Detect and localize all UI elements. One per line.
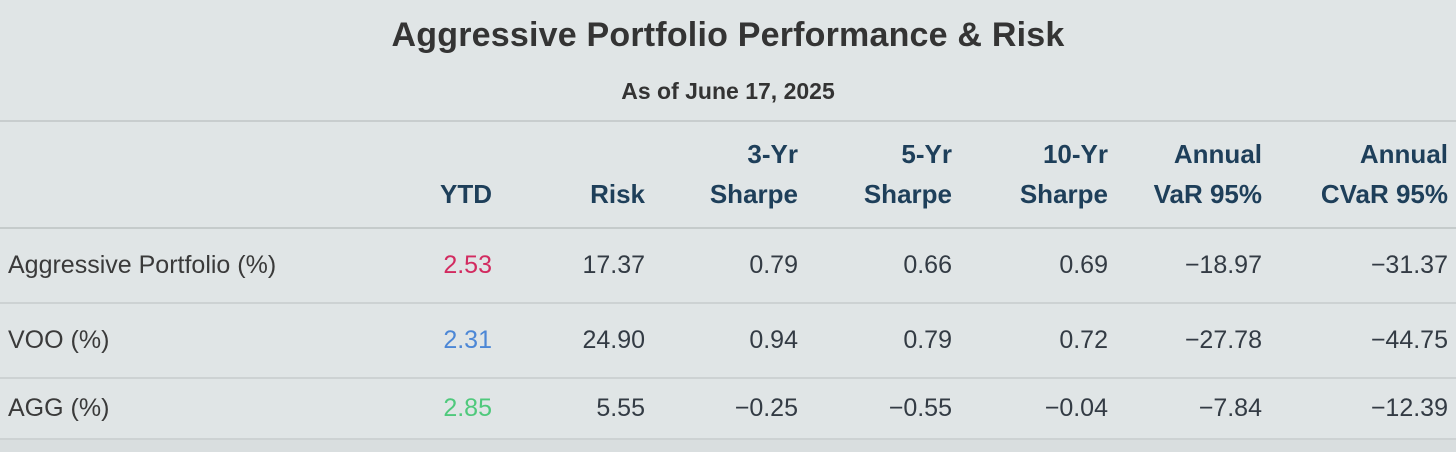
cell-agg-cvar: −12.39 bbox=[1270, 378, 1456, 440]
header-10yr-sharpe: 10-Yr Sharpe bbox=[960, 120, 1116, 229]
header-5yr-top: 5-Yr bbox=[901, 139, 952, 169]
cell-agg-ytd: 2.85 bbox=[400, 378, 500, 440]
header-ytd-label: YTD bbox=[440, 179, 492, 209]
row-label-aggressive-portfolio: Aggressive Portfolio (%) bbox=[0, 228, 400, 304]
header-10yr-top: 10-Yr bbox=[1042, 139, 1108, 169]
bottom-strip bbox=[0, 440, 1456, 452]
row-label-voo: VOO (%) bbox=[0, 303, 400, 379]
header-var-top: Annual bbox=[1173, 139, 1262, 169]
cell-agg-3yr-sharpe: −0.25 bbox=[653, 378, 806, 440]
header-3yr-top: 3-Yr bbox=[747, 139, 798, 169]
header-3yr-sharpe: 3-Yr Sharpe bbox=[653, 120, 806, 229]
cell-aggressive-3yr-sharpe: 0.79 bbox=[653, 228, 806, 304]
cell-aggressive-cvar: −31.37 bbox=[1270, 228, 1456, 304]
cell-agg-risk: 5.55 bbox=[500, 378, 653, 440]
performance-risk-table: YTD Risk 3-Yr Sharpe 5-Yr Sharpe 10-Yr S… bbox=[0, 120, 1456, 440]
header-ytd: YTD bbox=[400, 120, 500, 229]
header-row: YTD Risk 3-Yr Sharpe 5-Yr Sharpe 10-Yr S… bbox=[0, 120, 1456, 229]
cell-aggressive-var: −18.97 bbox=[1116, 228, 1270, 304]
table-header: YTD Risk 3-Yr Sharpe 5-Yr Sharpe 10-Yr S… bbox=[0, 120, 1456, 229]
cell-voo-cvar: −44.75 bbox=[1270, 303, 1456, 379]
table-body: Aggressive Portfolio (%) 2.53 17.37 0.79… bbox=[0, 228, 1456, 440]
table-row-voo: VOO (%) 2.31 24.90 0.94 0.79 0.72 −27.78… bbox=[0, 303, 1456, 379]
cell-voo-3yr-sharpe: 0.94 bbox=[653, 303, 806, 379]
table-row-aggressive-portfolio: Aggressive Portfolio (%) 2.53 17.37 0.79… bbox=[0, 228, 1456, 304]
cell-agg-var: −7.84 bbox=[1116, 378, 1270, 440]
header-10yr-bottom: Sharpe bbox=[1019, 179, 1108, 209]
cell-voo-ytd: 2.31 bbox=[400, 303, 500, 379]
cell-voo-risk: 24.90 bbox=[500, 303, 653, 379]
cell-voo-5yr-sharpe: 0.79 bbox=[806, 303, 960, 379]
page-title: Aggressive Portfolio Performance & Risk bbox=[391, 16, 1065, 54]
header-risk-label: Risk bbox=[590, 179, 645, 209]
header-5yr-sharpe: 5-Yr Sharpe bbox=[806, 120, 960, 229]
header-risk: Risk bbox=[500, 120, 653, 229]
header-cvar-bottom: CVaR 95% bbox=[1320, 179, 1448, 209]
cell-aggressive-5yr-sharpe: 0.66 bbox=[806, 228, 960, 304]
cell-voo-10yr-sharpe: 0.72 bbox=[960, 303, 1116, 379]
as-of-date: As of June 17, 2025 bbox=[621, 78, 835, 104]
cell-voo-var: −27.78 bbox=[1116, 303, 1270, 379]
header-annual-var: Annual VaR 95% bbox=[1116, 120, 1270, 229]
header-5yr-bottom: Sharpe bbox=[863, 179, 952, 209]
header-var-bottom: VaR 95% bbox=[1153, 179, 1262, 209]
cell-aggressive-10yr-sharpe: 0.69 bbox=[960, 228, 1116, 304]
cell-aggressive-risk: 17.37 bbox=[500, 228, 653, 304]
cell-agg-10yr-sharpe: −0.04 bbox=[960, 378, 1116, 440]
cell-agg-5yr-sharpe: −0.55 bbox=[806, 378, 960, 440]
cell-aggressive-ytd: 2.53 bbox=[400, 228, 500, 304]
header-row-label bbox=[0, 120, 400, 229]
header-3yr-bottom: Sharpe bbox=[709, 179, 798, 209]
table-row-agg: AGG (%) 2.85 5.55 −0.25 −0.55 −0.04 −7.8… bbox=[0, 378, 1456, 440]
row-label-agg: AGG (%) bbox=[0, 378, 400, 440]
header-cvar-top: Annual bbox=[1359, 139, 1448, 169]
header-annual-cvar: Annual CVaR 95% bbox=[1270, 120, 1456, 229]
